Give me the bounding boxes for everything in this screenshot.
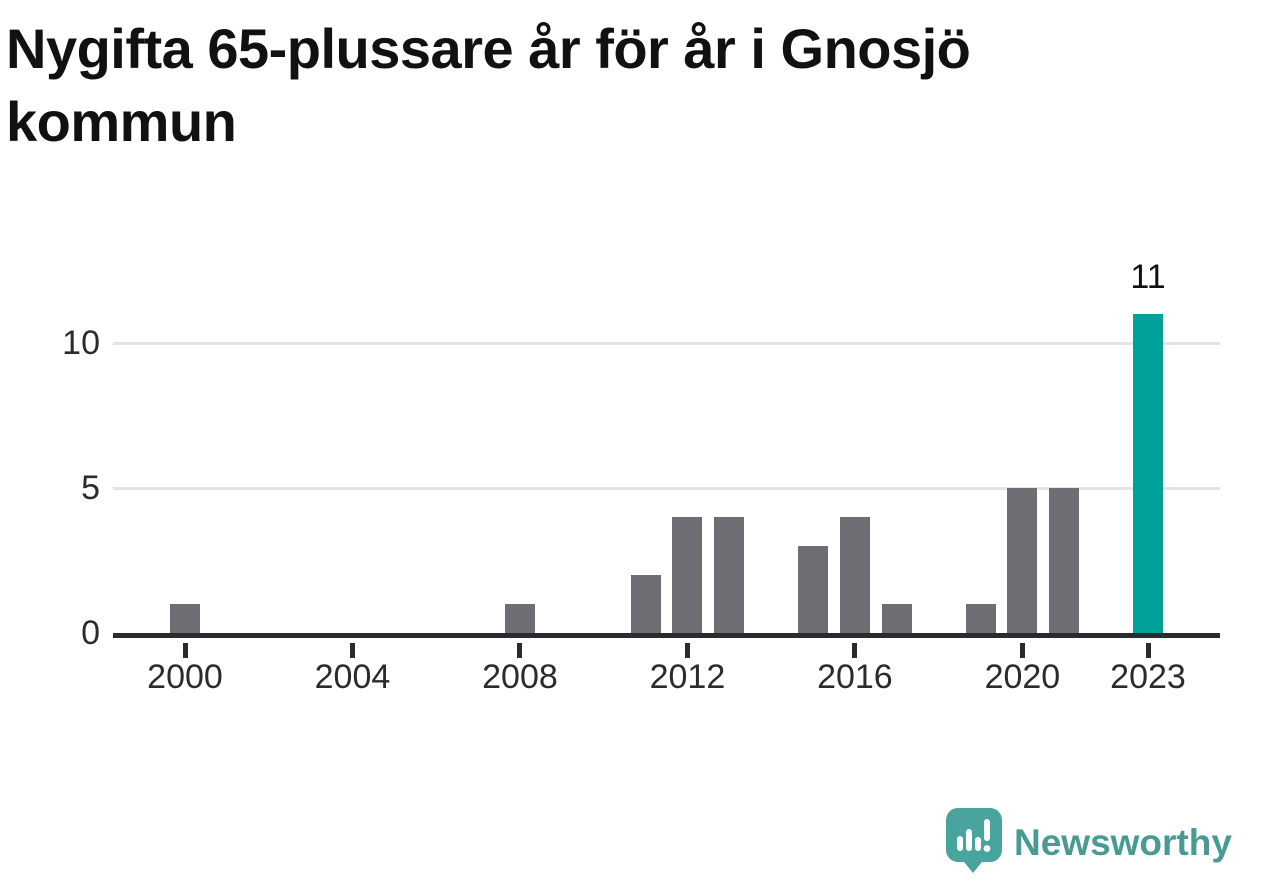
bar-2011 [630, 575, 661, 633]
chart-title: Nygifta 65-plussare år för år i Gnosjö k… [6, 12, 1256, 158]
chart-title-line2: kommun [6, 90, 237, 153]
x-axis-line [113, 633, 1220, 638]
bar-2008 [504, 604, 535, 633]
x-tick-2008 [517, 643, 523, 658]
x-tick-2004 [349, 643, 355, 658]
x-tick-2020 [1019, 643, 1025, 658]
bar-2012 [672, 517, 703, 633]
y-tick-label-0: 0 [81, 614, 100, 652]
x-tick-label-2020: 2020 [984, 658, 1061, 696]
bar-2000 [170, 604, 200, 633]
bar-2023 [1133, 314, 1163, 633]
x-tick-label-2016: 2016 [817, 658, 893, 696]
x-tick-label-2000: 2000 [147, 658, 223, 696]
x-tick-2012 [684, 643, 690, 658]
x-tick-label-2023: 2023 [1110, 658, 1186, 696]
bar-2019 [965, 604, 996, 633]
x-tick-2000 [182, 643, 188, 658]
brand-footer: Newsworthy [944, 806, 1262, 876]
bar-2016 [839, 517, 870, 633]
bar-2013 [714, 517, 745, 633]
bar-2015 [798, 546, 829, 633]
brand-name: Newsworthy [1014, 822, 1232, 863]
bar-value-label-2023: 11 [1130, 258, 1166, 296]
bar-2017 [881, 604, 912, 633]
x-tick-label-2012: 2012 [649, 658, 726, 696]
y-tick-label-10: 10 [62, 324, 100, 362]
gridline-y-5 [113, 486, 1220, 490]
gridline-y-10 [113, 341, 1220, 345]
x-tick-label-2008: 2008 [482, 658, 558, 696]
x-tick-2016 [852, 643, 858, 658]
y-tick-label-5: 5 [81, 469, 100, 507]
chart-title-line1: Nygifta 65-plussare år för år i Gnosjö [6, 17, 971, 80]
plot-area: 0 5 10 11 2000 2004 2008 2012 2016 2020 2023 [62, 258, 1220, 696]
bar-2021 [1049, 488, 1080, 633]
bar-2020 [1007, 488, 1038, 633]
x-tick-label-2004: 2004 [314, 658, 391, 696]
newsworthy-logo-icon [946, 808, 1002, 873]
x-tick-2023 [1145, 643, 1151, 658]
